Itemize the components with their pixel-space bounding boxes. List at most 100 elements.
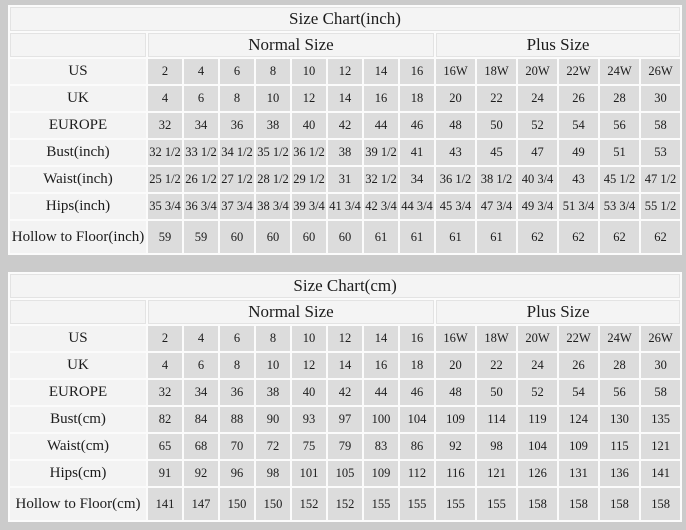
value-cell: 6 xyxy=(220,59,254,84)
value-cell: 40 xyxy=(292,380,326,405)
value-cell: 28 1/2 xyxy=(256,167,290,192)
value-cell: 98 xyxy=(256,461,290,486)
table-row: Waist(cm) 65 68 70 72 75 79 83 86 92 98 104 109 115 12… xyxy=(10,434,681,459)
value-cell: 59 xyxy=(184,221,218,253)
value-cell: 2 xyxy=(148,326,182,351)
value-cell: 14 xyxy=(328,86,362,111)
title-row: Size Chart(cm) xyxy=(10,274,681,298)
value-cell: 147 xyxy=(184,488,218,520)
value-cell: 104 xyxy=(518,434,557,459)
value-cell: 82 xyxy=(148,407,182,432)
table-row: Hips(inch) 35 3/4 36 3/4 37 3/4 38 3/4 39 3/4… xyxy=(10,194,680,219)
row-label: Hollow to Floor(cm) xyxy=(10,488,146,520)
value-cell: 93 xyxy=(292,407,326,432)
table-row: EUROPE 32 34 36 38 40 42 44 46 48 50 52 54 56 58 xyxy=(10,380,681,405)
table-row: UK 4 6 8 10 12 14 16 18 20 22 24 26 28 30 xyxy=(10,86,680,111)
value-cell: 70 xyxy=(220,434,254,459)
plus-size-header: Plus Size xyxy=(436,33,680,57)
value-cell: 28 xyxy=(600,353,639,378)
value-cell: 8 xyxy=(220,86,254,111)
value-cell: 10 xyxy=(256,353,290,378)
value-cell: 26 xyxy=(559,353,598,378)
value-cell: 116 xyxy=(436,461,475,486)
value-cell: 65 xyxy=(148,434,182,459)
value-cell: 45 1/2 xyxy=(600,167,639,192)
table-row: US 2 4 6 8 10 12 14 16 16W 18W 20W 22W 24W 26W xyxy=(10,326,681,351)
value-cell: 51 3/4 xyxy=(559,194,598,219)
value-cell: 8 xyxy=(256,326,290,351)
row-label: EUROPE xyxy=(10,380,146,405)
value-cell: 60 xyxy=(292,221,326,253)
value-cell: 12 xyxy=(292,353,326,378)
value-cell: 62 xyxy=(518,221,557,253)
value-cell: 27 1/2 xyxy=(220,167,254,192)
value-cell: 40 xyxy=(292,113,326,138)
size-chart-cm-table: Size Chart(cm) Normal Size Plus Size US 2… xyxy=(8,272,683,522)
value-cell: 62 xyxy=(559,221,598,253)
value-cell: 131 xyxy=(559,461,598,486)
value-cell: 35 1/2 xyxy=(256,140,290,165)
value-cell: 10 xyxy=(256,86,290,111)
value-cell: 12 xyxy=(328,326,362,351)
value-cell: 16 xyxy=(400,326,434,351)
value-cell: 38 xyxy=(256,113,290,138)
value-cell: 84 xyxy=(184,407,218,432)
value-cell: 10 xyxy=(292,59,326,84)
value-cell: 40 3/4 xyxy=(518,167,557,192)
value-cell: 36 xyxy=(220,113,254,138)
value-cell: 34 xyxy=(400,167,434,192)
value-cell: 42 xyxy=(328,380,362,405)
value-cell: 98 xyxy=(477,434,516,459)
value-cell: 4 xyxy=(184,59,218,84)
row-label: Waist(cm) xyxy=(10,434,146,459)
table-title: Size Chart(cm) xyxy=(10,274,681,298)
value-cell: 30 xyxy=(641,86,680,111)
value-cell: 16 xyxy=(400,59,434,84)
value-cell: 36 1/2 xyxy=(436,167,475,192)
value-cell: 49 3/4 xyxy=(518,194,557,219)
value-cell: 4 xyxy=(184,326,218,351)
value-cell: 36 xyxy=(220,380,254,405)
value-cell: 25 1/2 xyxy=(148,167,182,192)
value-cell: 158 xyxy=(600,488,639,520)
value-cell: 58 xyxy=(641,380,681,405)
value-cell: 68 xyxy=(184,434,218,459)
value-cell: 16W xyxy=(436,326,475,351)
value-cell: 150 xyxy=(220,488,254,520)
value-cell: 54 xyxy=(559,380,598,405)
value-cell: 34 xyxy=(184,380,218,405)
title-row: Size Chart(inch) xyxy=(10,7,680,31)
value-cell: 59 xyxy=(148,221,182,253)
value-cell: 6 xyxy=(184,353,218,378)
value-cell: 32 1/2 xyxy=(364,167,398,192)
value-cell: 158 xyxy=(518,488,557,520)
value-cell: 114 xyxy=(477,407,516,432)
value-cell: 43 xyxy=(559,167,598,192)
row-label: UK xyxy=(10,86,146,111)
value-cell: 30 xyxy=(641,353,681,378)
value-cell: 20W xyxy=(518,326,557,351)
value-cell: 47 1/2 xyxy=(641,167,680,192)
value-cell: 100 xyxy=(364,407,398,432)
value-cell: 20W xyxy=(518,59,557,84)
row-label: Hips(cm) xyxy=(10,461,146,486)
table-row: Hips(cm) 91 92 96 98 101 105 109 112 116 121 126 131… xyxy=(10,461,681,486)
value-cell: 41 xyxy=(400,140,434,165)
table-row: Bust(cm) 82 84 88 90 93 97 100 104 109 114 119 124 13… xyxy=(10,407,681,432)
value-cell: 20 xyxy=(436,353,475,378)
value-cell: 12 xyxy=(292,86,326,111)
value-cell: 14 xyxy=(364,326,398,351)
value-cell: 90 xyxy=(256,407,290,432)
value-cell: 16 xyxy=(364,86,398,111)
value-cell: 31 xyxy=(328,167,362,192)
table-row: US 2 4 6 8 10 12 14 16 16W 18W 20W 22W 24W 26W xyxy=(10,59,680,84)
value-cell: 60 xyxy=(220,221,254,253)
size-chart-inch-section: Size Chart(inch) Normal Size Plus Size U… xyxy=(8,5,682,255)
value-cell: 60 xyxy=(256,221,290,253)
value-cell: 53 3/4 xyxy=(600,194,639,219)
row-label: Waist(inch) xyxy=(10,167,146,192)
value-cell: 56 xyxy=(600,113,639,138)
value-cell: 62 xyxy=(600,221,639,253)
value-cell: 119 xyxy=(518,407,557,432)
